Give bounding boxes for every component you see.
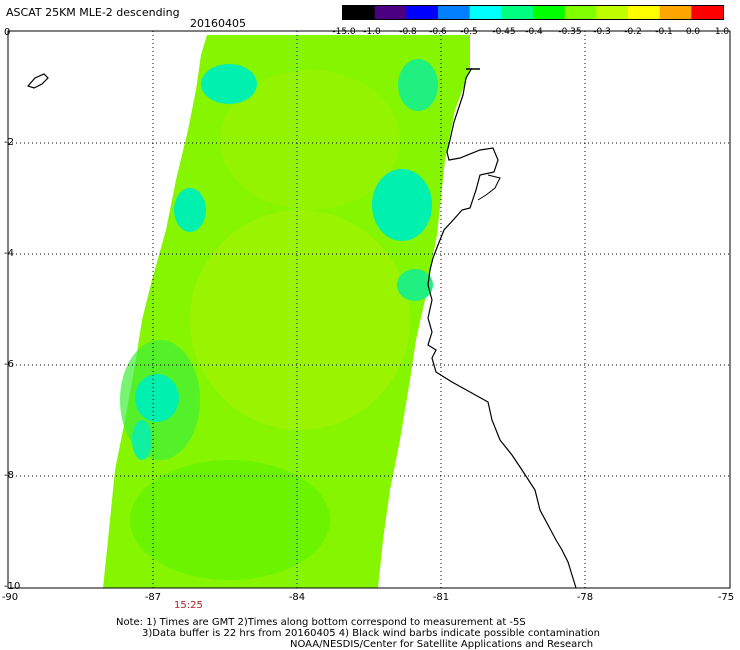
product-title: ASCAT 25KM MLE-2 descending (6, 6, 180, 19)
cyan-patch-e (372, 169, 432, 241)
colorbar-tick: -0.45 (492, 27, 516, 37)
colorbar-segment (628, 6, 661, 19)
lat-label: -2 (4, 137, 14, 148)
lon-label: -87 (144, 592, 162, 603)
colorbar-segment (659, 6, 692, 19)
time-label: 15:25 (174, 600, 203, 611)
colorbar-tick: 0.0 (685, 27, 701, 37)
lat-label: -6 (4, 359, 14, 370)
cyan-patch-w (174, 188, 206, 232)
colorbar-segment (438, 6, 471, 19)
lat-label: -4 (4, 248, 14, 259)
colorbar-tick: 1.0 (714, 27, 730, 37)
colorbar-tick: -0.1 (655, 27, 673, 37)
colorbar-tick: -0.6 (429, 27, 447, 37)
note-line-2: 3)Data buffer is 22 hrs from 20160405 4)… (142, 628, 600, 639)
colorbar-segment (343, 6, 376, 19)
graticule (8, 31, 730, 588)
note-line-3: NOAA/NESDIS/Center for Satellite Applica… (290, 639, 594, 650)
swath-upper-patch (220, 70, 400, 210)
coast-inlet (477, 174, 501, 201)
colorbar-tick: -0.4 (525, 27, 543, 37)
colorbar (342, 5, 724, 20)
map-frame (7, 30, 731, 589)
note-line-1: Note: 1) Times are GMT 2)Times along bot… (116, 617, 526, 628)
cyan-patch-ne2 (398, 59, 438, 111)
colorbar-segment (469, 6, 502, 19)
colorbar-tick: -1.0 (363, 27, 381, 37)
colorbar-tick: -0.3 (593, 27, 611, 37)
colorbar-segment (533, 6, 566, 19)
lat-label: -10 (4, 581, 21, 592)
lat-label: 0 (4, 27, 11, 38)
coastline (427, 67, 577, 589)
cyan-patch-w2 (132, 420, 152, 460)
product-date: 20160405 (190, 17, 246, 30)
colorbar-segment (406, 6, 439, 19)
colorbar-ticks: -15.0 -1.0 -0.8 -0.6 -0.5 -0.45 -0.4 -0.… (330, 27, 730, 39)
lon-label: -84 (288, 592, 306, 603)
colorbar-segment (564, 6, 597, 19)
colorbar-tick: -0.8 (399, 27, 417, 37)
lon-label: -78 (576, 592, 594, 603)
colorbar-segment (374, 6, 407, 19)
cyan-patch-sw (135, 374, 179, 422)
colorbar-tick: -0.5 (460, 27, 478, 37)
colorbar-segment (691, 6, 723, 19)
island (26, 73, 49, 89)
cyan-patch-e2 (397, 269, 433, 301)
scatterometer-swath (103, 35, 470, 588)
colorbar-tick: -0.2 (624, 27, 642, 37)
lon-label: -90 (1, 592, 19, 603)
lon-label: -81 (432, 592, 450, 603)
colorbar-segment (596, 6, 629, 19)
swath-mid-patch (190, 210, 410, 430)
colorbar-segment (501, 6, 534, 19)
cyan-patch-ne (201, 64, 257, 104)
lon-label: -75 (717, 592, 735, 603)
swath-lower-patch (130, 460, 330, 580)
colorbar-tick: -15.0 (332, 27, 356, 37)
lat-label: -8 (4, 470, 14, 481)
colorbar-tick: -0.35 (558, 27, 582, 37)
